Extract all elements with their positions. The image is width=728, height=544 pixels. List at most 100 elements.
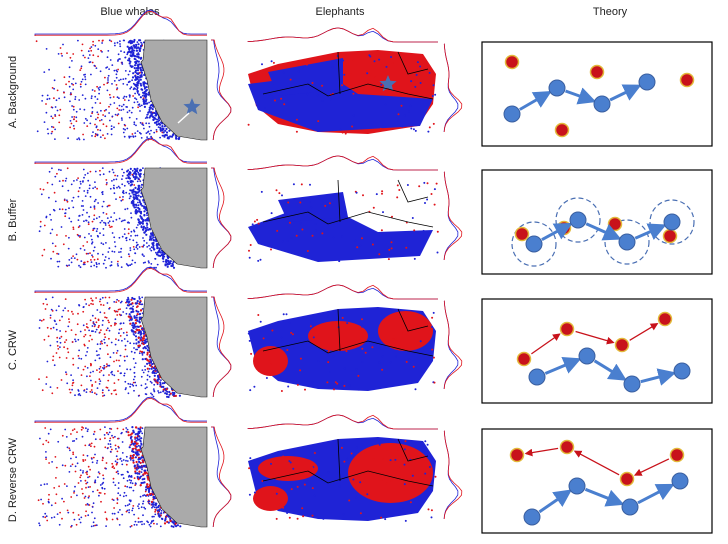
- whale-point: [75, 523, 78, 526]
- elephant-point: [288, 516, 291, 519]
- whale-point: [70, 93, 73, 96]
- whale-point: [129, 459, 132, 461]
- whale-point: [122, 97, 125, 99]
- whale-coast-point: [139, 78, 142, 81]
- whale-coast-point: [132, 461, 135, 464]
- whale-point: [69, 56, 72, 59]
- whale-point: [141, 296, 144, 299]
- red-location-node: [559, 321, 575, 337]
- whale-point: [113, 178, 115, 181]
- whale-coast-point: [135, 176, 138, 179]
- elephant-point: [321, 100, 324, 102]
- elephant-point: [332, 355, 335, 358]
- whale-point: [68, 66, 71, 69]
- whale-point: [129, 264, 132, 266]
- whale-coast-point: [139, 445, 142, 448]
- elephant-point: [390, 56, 392, 58]
- whale-point: [79, 85, 82, 88]
- whale-point: [91, 89, 94, 91]
- whale-point: [127, 182, 130, 185]
- whale-point: [150, 263, 153, 265]
- whale-point: [96, 369, 98, 371]
- whale-point: [51, 167, 53, 170]
- elephant-point: [293, 454, 296, 457]
- whale-point: [73, 127, 76, 130]
- elephant-point: [424, 202, 426, 204]
- whale-point: [141, 245, 144, 248]
- whale-point: [74, 465, 77, 468]
- whale-point: [65, 436, 68, 438]
- whale-point: [85, 354, 87, 357]
- whale-point: [70, 261, 73, 264]
- whale-point: [58, 168, 60, 171]
- elephant-point: [331, 66, 334, 69]
- elephant-point: [328, 371, 331, 373]
- whale-coast-point: [136, 475, 139, 478]
- whale-coast-point: [172, 266, 176, 269]
- whale-point: [137, 521, 140, 523]
- elephant-point: [416, 61, 419, 64]
- elephant-point: [343, 367, 346, 370]
- elephant-point: [405, 246, 408, 249]
- whale-point: [133, 477, 136, 479]
- whale-point: [119, 78, 122, 81]
- whale-point: [133, 513, 136, 516]
- elephant-point: [299, 222, 302, 225]
- elephant-point: [327, 315, 329, 318]
- whale-point: [74, 394, 76, 397]
- whale-point: [145, 122, 148, 125]
- whale-point: [136, 248, 139, 250]
- whale-coast-point: [139, 66, 142, 70]
- track-arrow: [544, 356, 582, 375]
- whale-coast-point: [140, 481, 143, 485]
- whale-point: [94, 524, 97, 527]
- elephant-point: [340, 446, 343, 449]
- whale-point: [127, 253, 130, 256]
- whale-point: [51, 461, 53, 463]
- elephant-point: [314, 223, 317, 225]
- whale-point: [124, 388, 127, 391]
- whale-point: [67, 325, 70, 328]
- whale-coast-point: [164, 129, 167, 132]
- whale-point: [68, 388, 71, 391]
- whale-point: [114, 435, 116, 438]
- whale-land: [140, 167, 208, 269]
- blue-location-node: [623, 375, 641, 393]
- whale-point: [53, 487, 56, 489]
- whale-point: [54, 138, 56, 141]
- whale-point: [119, 354, 122, 357]
- whale-point: [82, 368, 85, 371]
- whale-point: [79, 521, 82, 524]
- whale-coast-point: [134, 211, 137, 215]
- whale-point: [102, 262, 105, 265]
- whale-coast-point: [140, 183, 144, 186]
- whale-coast-point: [131, 296, 134, 300]
- whale-point: [129, 481, 132, 484]
- whale-point: [119, 308, 121, 310]
- whale-point: [119, 43, 121, 45]
- whale-point: [111, 180, 113, 182]
- whale-point: [125, 463, 128, 466]
- blue-location-node: [568, 477, 586, 495]
- whale-point: [127, 475, 130, 478]
- whale-point: [111, 168, 114, 171]
- whale-coast-point: [165, 134, 168, 137]
- whale-point: [117, 264, 119, 267]
- whale-point: [104, 437, 106, 440]
- whale-point: [98, 472, 101, 475]
- whale-coast-point: [169, 135, 172, 138]
- elephant-point: [392, 338, 394, 341]
- elephant-point: [276, 229, 279, 232]
- whale-point: [64, 307, 66, 309]
- whale-point: [123, 359, 126, 362]
- whale-point: [127, 228, 130, 231]
- whale-point: [118, 79, 120, 82]
- whale-point: [83, 138, 85, 141]
- whale-point: [98, 324, 100, 327]
- whale-point: [97, 319, 100, 322]
- whale-point: [49, 428, 52, 431]
- whale-coast-point: [137, 80, 140, 83]
- whale-coast-point: [155, 240, 158, 243]
- whale-point: [105, 213, 108, 215]
- whale-point: [126, 207, 129, 210]
